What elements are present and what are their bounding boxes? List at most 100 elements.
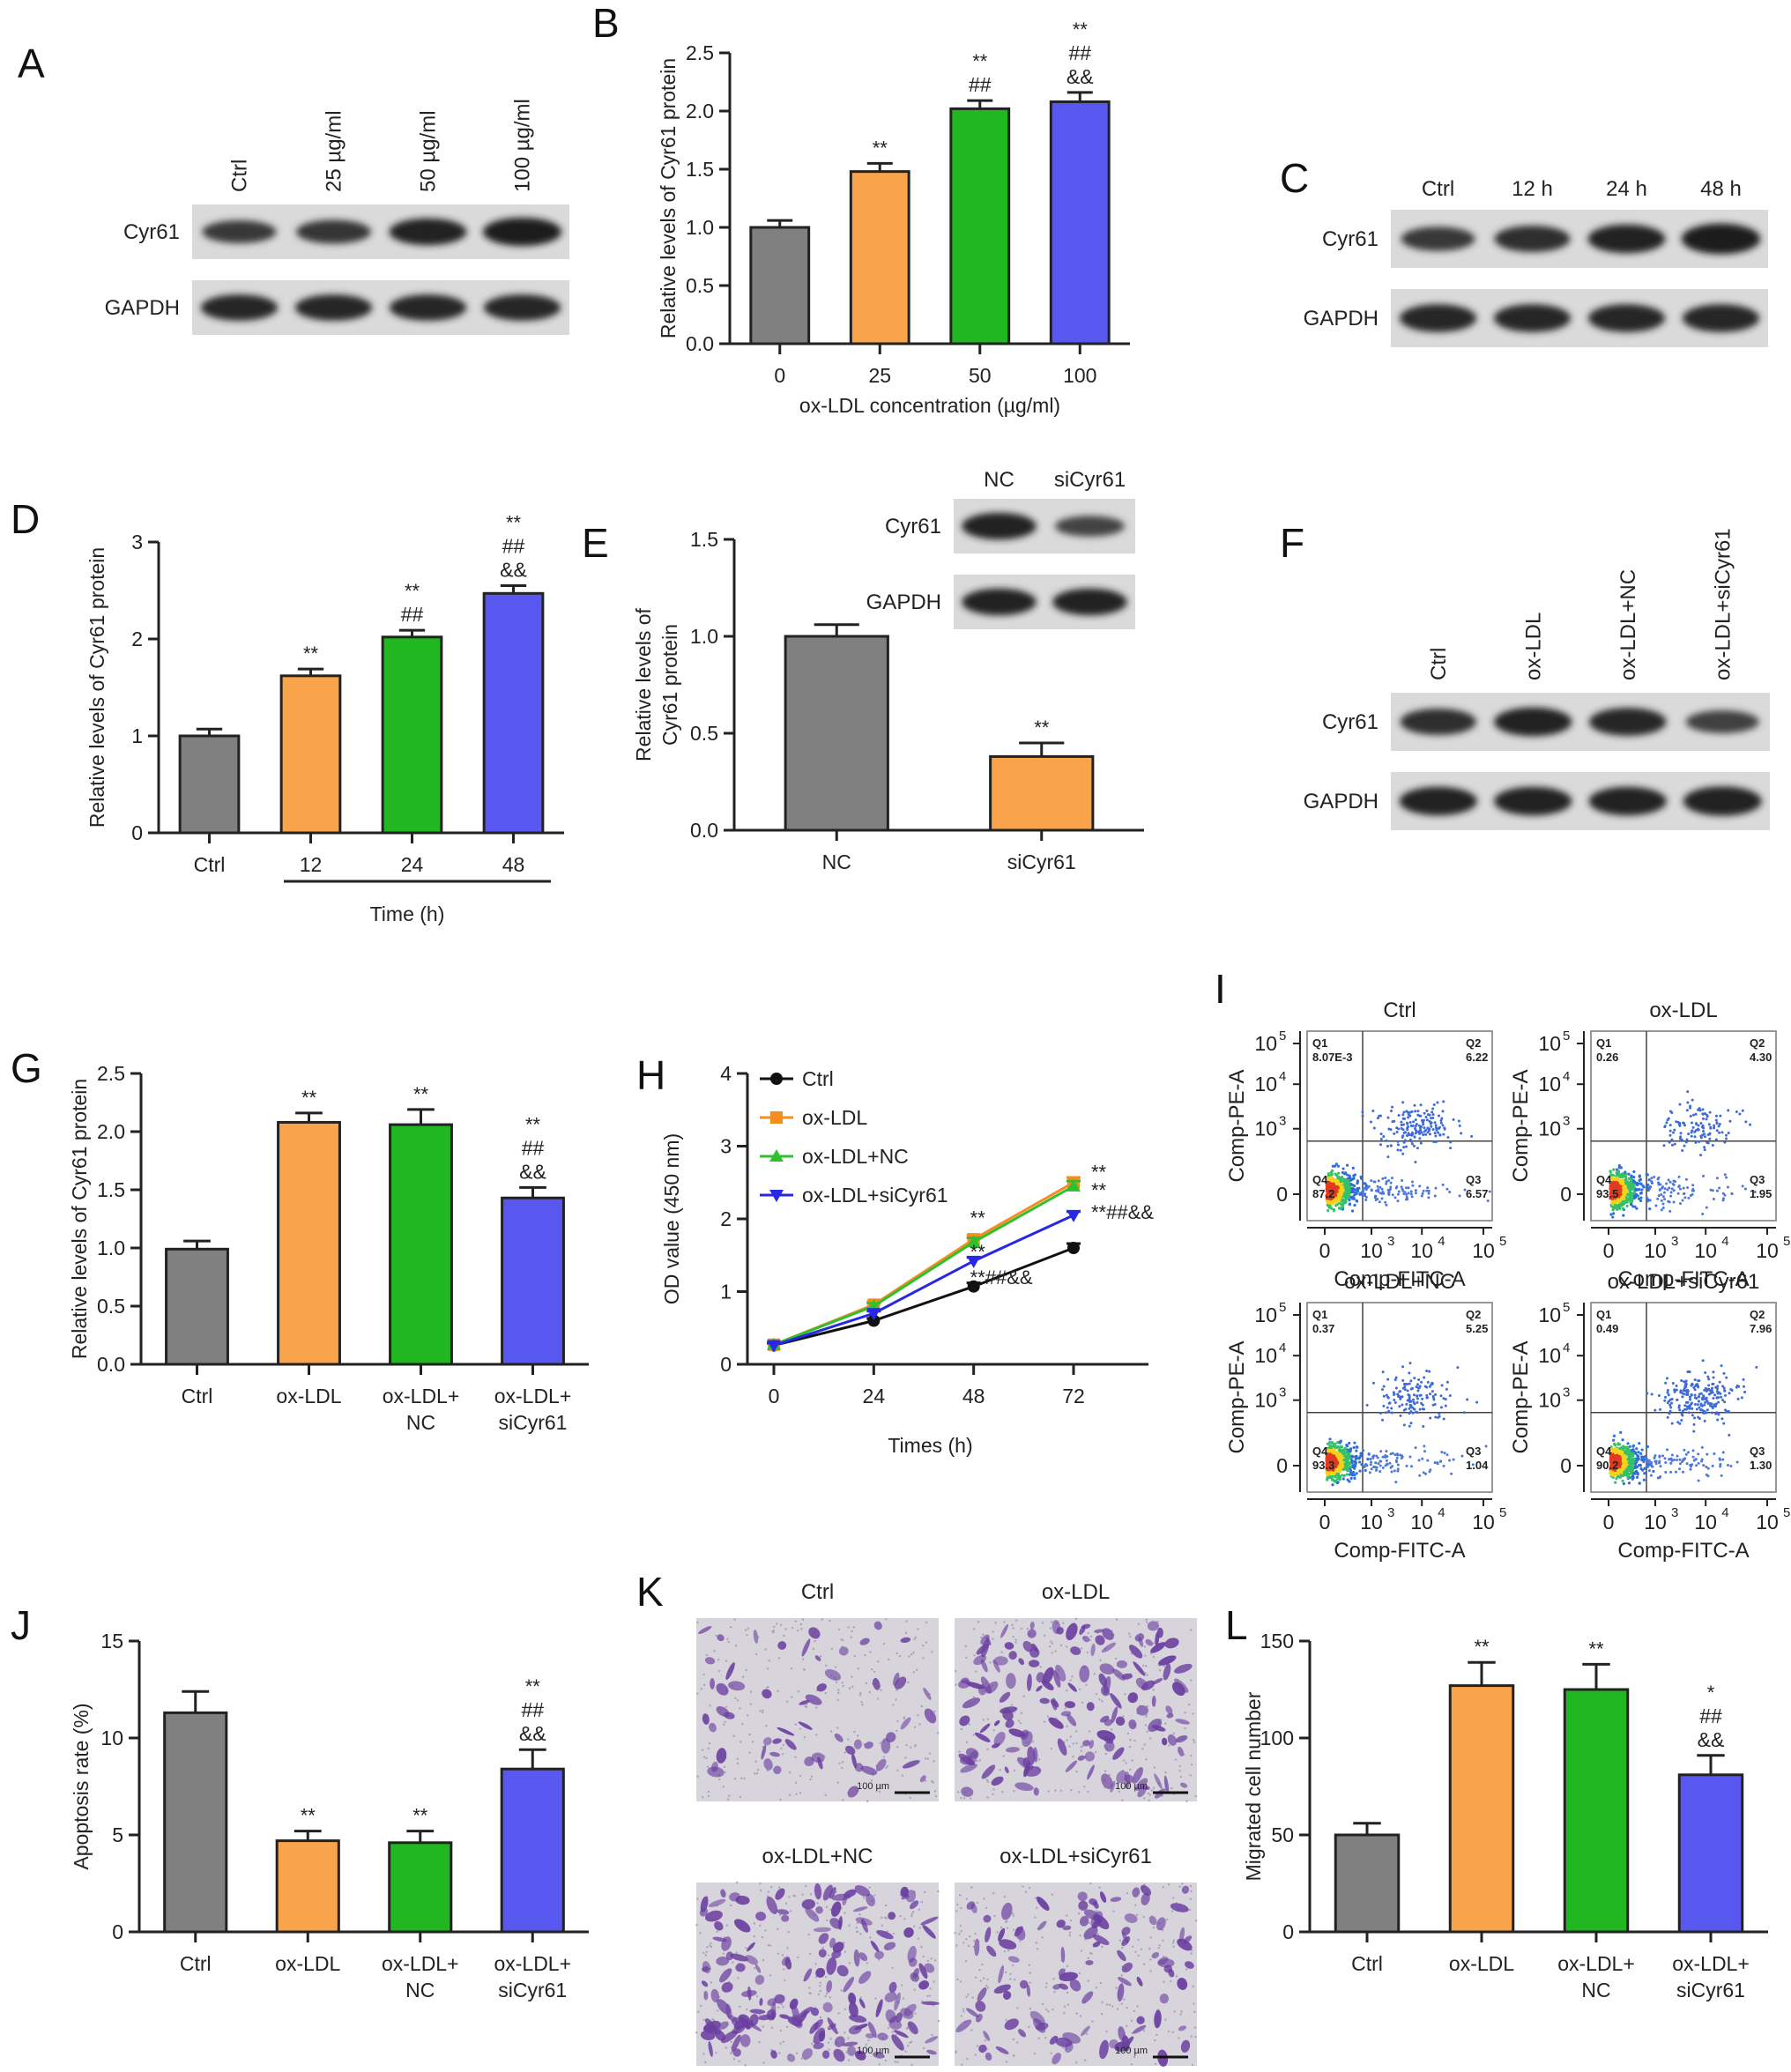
- event-dot: [1359, 1177, 1364, 1180]
- flow-tick-exp: 4: [1279, 1069, 1286, 1084]
- event-dot: [1379, 1450, 1383, 1453]
- pore: [1168, 1744, 1170, 1747]
- pore: [706, 1765, 710, 1768]
- event-dot: [1400, 1124, 1403, 1127]
- event-dot: [1631, 1452, 1635, 1455]
- event-dot: [1687, 1196, 1691, 1199]
- event-dot: [1659, 1465, 1662, 1468]
- event-dot: [1382, 1135, 1386, 1139]
- pore: [922, 1645, 925, 1647]
- event-dot: [1408, 1114, 1412, 1118]
- event-dot: [1385, 1411, 1388, 1415]
- flow-title: Ctrl: [1383, 999, 1416, 1022]
- pore: [762, 1709, 764, 1712]
- event-dot: [1684, 1452, 1688, 1456]
- pore: [964, 1645, 967, 1647]
- flow-y-label: Comp-PE-A: [1509, 1069, 1533, 1182]
- pore: [727, 1641, 731, 1644]
- panel-letter-D: D: [11, 496, 40, 542]
- event-dot: [1362, 1188, 1365, 1192]
- pore: [1104, 1770, 1107, 1772]
- event-dot: [1449, 1140, 1453, 1144]
- event-dot: [1434, 1124, 1438, 1127]
- event-dot: [1333, 1189, 1336, 1192]
- event-dot: [1448, 1190, 1452, 1193]
- event-dot: [1331, 1185, 1335, 1188]
- event-dot: [1703, 1148, 1706, 1152]
- quadrant-value: 93.3: [1312, 1459, 1334, 1472]
- event-dot: [1326, 1474, 1330, 1477]
- pore: [788, 1896, 791, 1898]
- event-dot: [1421, 1120, 1424, 1124]
- y-axis-label: Relative levels of Cyr61 protein: [85, 547, 108, 828]
- event-dot: [1628, 1185, 1631, 1189]
- pore: [871, 1668, 873, 1671]
- pore: [816, 1902, 819, 1905]
- event-dot: [1432, 1103, 1436, 1107]
- bar: [178, 734, 241, 835]
- pore: [985, 1779, 989, 1782]
- point: [866, 1308, 881, 1321]
- event-dot: [1330, 1474, 1334, 1479]
- event-dot: [1444, 1398, 1447, 1401]
- event-dot: [1713, 1124, 1716, 1127]
- pore: [701, 1749, 704, 1751]
- pore: [1068, 1745, 1071, 1748]
- event-dot: [1711, 1464, 1714, 1467]
- pore: [782, 1743, 784, 1747]
- band: [482, 217, 562, 247]
- event-dot: [1735, 1460, 1739, 1464]
- event-dot: [1334, 1174, 1339, 1177]
- pore: [978, 1759, 981, 1762]
- event-dot: [1364, 1195, 1368, 1199]
- event-dot: [1405, 1402, 1408, 1406]
- pore: [715, 2052, 717, 2054]
- event-dot: [1676, 1454, 1679, 1458]
- event-dot: [1435, 1128, 1438, 1132]
- event-dot: [1330, 1207, 1334, 1210]
- pore: [843, 1751, 847, 1754]
- significance-mark: **: [405, 580, 420, 602]
- event-dot: [1657, 1176, 1661, 1179]
- event-dot: [1334, 1181, 1338, 1185]
- event-dot: [1422, 1424, 1425, 1428]
- pore: [976, 1760, 978, 1763]
- event-dot: [1639, 1177, 1643, 1182]
- x-tick-label: ox-LDL+: [494, 1952, 571, 1975]
- event-dot: [1412, 1120, 1416, 1124]
- pore: [773, 1625, 776, 1629]
- event-dot: [1639, 1452, 1643, 1455]
- event-dot: [1428, 1385, 1431, 1388]
- y-tick-label: 0.0: [686, 332, 714, 355]
- quadrant-label: Q3: [1750, 1444, 1765, 1458]
- pore: [913, 1638, 916, 1641]
- event-dot: [1636, 1473, 1639, 1476]
- pore: [916, 1668, 918, 1671]
- flow-tick: 10: [1472, 1511, 1495, 1534]
- event-dot: [1433, 1121, 1437, 1125]
- event-dot: [1682, 1389, 1685, 1392]
- pore: [740, 1777, 743, 1779]
- significance-mark: **: [413, 1083, 429, 1105]
- quadrant-label: Q4: [1312, 1444, 1328, 1458]
- flow-tick: 10: [1254, 1073, 1277, 1095]
- event-dot: [1730, 1388, 1734, 1392]
- event-dot: [1665, 1182, 1668, 1185]
- y-tick-label: 3: [720, 1135, 732, 1158]
- event-dot: [1328, 1444, 1332, 1448]
- event-dot: [1393, 1119, 1396, 1123]
- pore: [851, 1630, 853, 1633]
- flow-tick-exp: 5: [1783, 1505, 1790, 1520]
- event-dot: [1334, 1162, 1339, 1166]
- pore: [864, 1653, 866, 1657]
- event-dot: [1431, 1127, 1435, 1131]
- event-dot: [1690, 1392, 1693, 1396]
- pore: [733, 1618, 736, 1621]
- x-tick-label: Ctrl: [194, 853, 226, 876]
- pore: [829, 2038, 832, 2040]
- pore: [1174, 1758, 1178, 1761]
- event-dot: [1430, 1117, 1433, 1120]
- x-tick-label: NC: [405, 1979, 435, 2001]
- event-dot: [1342, 1474, 1346, 1477]
